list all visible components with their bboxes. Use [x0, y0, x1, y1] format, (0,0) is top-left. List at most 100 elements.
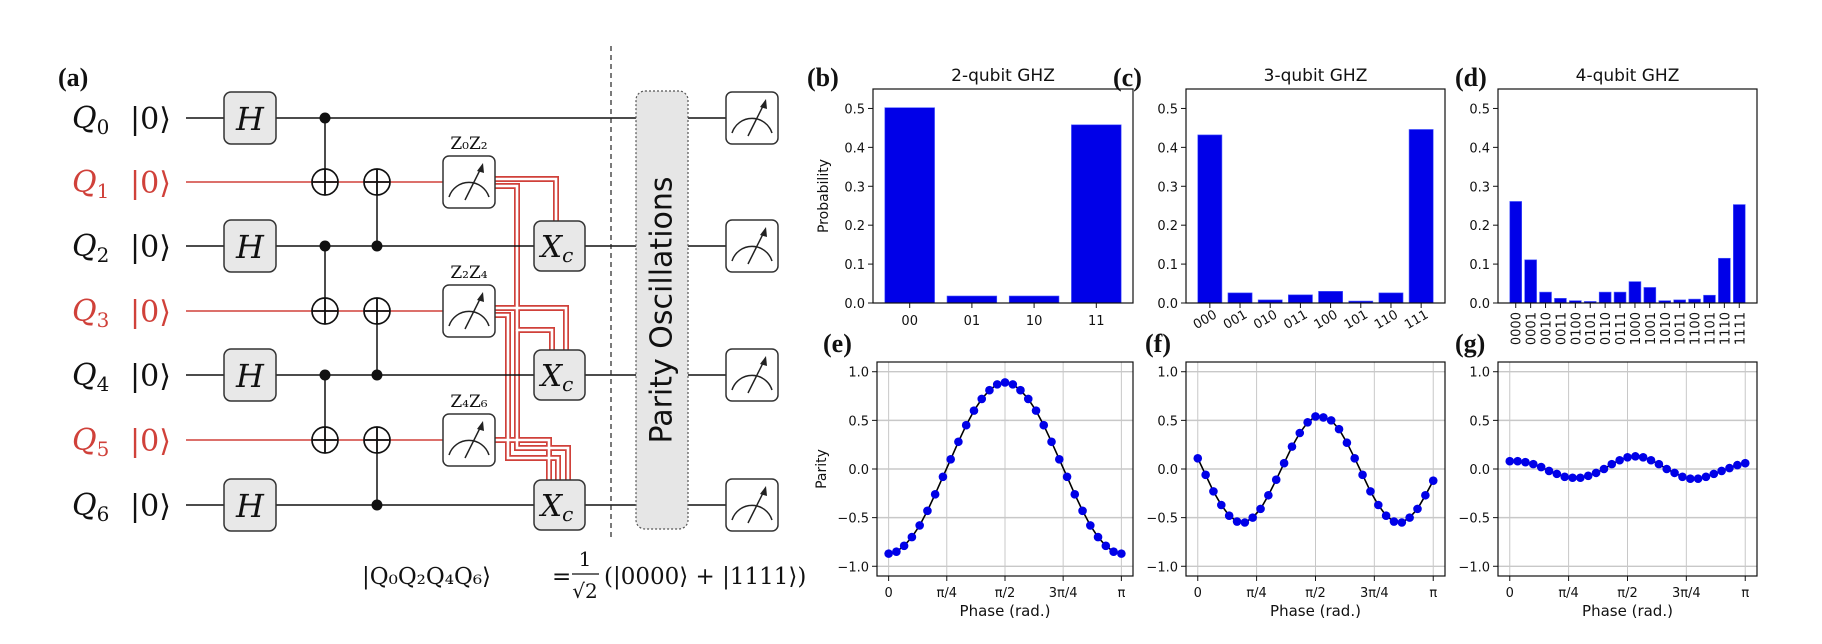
- data-point: [1366, 487, 1375, 496]
- qubit-name: Q: [72, 229, 97, 264]
- bar: [884, 107, 935, 304]
- parity-oscillations-box: [635, 90, 689, 530]
- x-tick-label: π: [1429, 586, 1437, 601]
- data-point: [923, 506, 932, 516]
- data-point: [1303, 418, 1312, 427]
- bar: [1408, 129, 1434, 304]
- y-tick-label: −0.5: [1458, 512, 1490, 527]
- qubit-name: Q: [72, 294, 97, 329]
- data-point: [899, 541, 909, 551]
- x-tick-label: 0011: [1554, 312, 1569, 345]
- data-point: [1631, 452, 1640, 461]
- chart-e: (e) 0 π/4 π/2 3π/4 π Phase (rad.) −1.0 −0.5 0.0 0.…: [814, 329, 1134, 620]
- data-point: [1240, 518, 1250, 527]
- chart-c: (c) 000 001 010 011 100 101 110 111 0.0 0.1 0.2 0.3 0…: [1113, 63, 1446, 333]
- data-point: [1670, 468, 1679, 478]
- qubit-name: Q: [72, 358, 97, 393]
- data-point: [1256, 504, 1265, 514]
- gate-label: Xc: [539, 359, 574, 396]
- control-dot: [371, 240, 383, 252]
- data-point: [1023, 394, 1033, 404]
- gate-label-sub: c: [562, 372, 573, 396]
- meter-needle: [747, 231, 765, 265]
- correction-gate: Xc: [533, 220, 586, 272]
- x-tick-label: 0110: [1599, 312, 1614, 345]
- data-point: [985, 385, 994, 395]
- x-axis-label: Phase (rad.): [1582, 602, 1673, 620]
- x-tick-label: π/2: [1305, 586, 1325, 601]
- x-tick-label: 010: [1251, 307, 1280, 332]
- classical-wire-inner: [515, 330, 570, 480]
- x-tick-label: 01: [964, 314, 981, 329]
- data-point: [1374, 500, 1383, 510]
- data-point: [1725, 463, 1734, 473]
- qubit-index: 2: [97, 243, 110, 267]
- meter-arc: [448, 439, 490, 456]
- data-point: [1319, 413, 1328, 422]
- data-point: [1201, 470, 1210, 480]
- qubit-initial-state: |0⟩: [130, 489, 171, 524]
- qubit-row-Q5: Q5 |0⟩: [72, 423, 443, 461]
- data-point: [1607, 459, 1617, 469]
- x-tick-label: π: [1117, 586, 1125, 601]
- y-tick-label: −1.0: [837, 560, 869, 575]
- ghz-state-formula: |Q₀Q₂Q₄Q₆⟩ = 1 √2 (|0000⟩ + |1111⟩): [362, 547, 806, 603]
- y-tick-label: 0.4: [844, 141, 865, 156]
- formula-lhs: |Q₀Q₂Q₄Q₆⟩: [362, 564, 491, 590]
- data-point: [1615, 455, 1624, 465]
- data-point: [954, 437, 963, 447]
- x-tick-label: 1101: [1703, 312, 1718, 345]
- meter-arrowhead: [477, 421, 484, 431]
- bar: [1524, 259, 1537, 304]
- x-tick-label: 10: [1026, 314, 1043, 329]
- panel-label: (g): [1455, 329, 1485, 358]
- x-tick-label: 1010: [1659, 312, 1674, 345]
- y-tick-label: 0.2: [844, 219, 865, 234]
- correction-gate: Xc: [533, 349, 586, 401]
- classical-wires: [495, 176, 571, 480]
- x-tick-label: 3π/4: [1360, 586, 1389, 601]
- panel-label: (e): [823, 329, 852, 358]
- data-point: [992, 380, 1002, 389]
- bar: [1071, 124, 1122, 304]
- data-point: [1646, 455, 1656, 465]
- data-point: [1070, 489, 1080, 499]
- data-point: [1528, 459, 1538, 469]
- meter-arrowhead: [760, 486, 767, 496]
- x-tick-label: 1100: [1689, 312, 1704, 345]
- cnot-gate: [363, 426, 391, 511]
- x-tick-label: π/4: [937, 586, 957, 601]
- data-point: [1193, 454, 1203, 463]
- qubit-index: 3: [97, 308, 110, 332]
- bar: [1598, 291, 1612, 304]
- x-tick-label: 0101: [1584, 312, 1599, 345]
- meter-needle: [464, 296, 482, 330]
- meter-needle: [747, 360, 765, 394]
- y-tick-label: 1.0: [1157, 366, 1178, 381]
- data-point: [1342, 438, 1352, 448]
- qubit-row-Q2: Q2 |0⟩ H: [72, 219, 779, 273]
- qubit-initial-state: |0⟩: [130, 166, 171, 201]
- data-point: [1686, 474, 1695, 484]
- y-tick-label: 0.0: [1469, 297, 1490, 312]
- bar: [1008, 295, 1060, 304]
- data-point: [1662, 464, 1671, 474]
- meter-needle: [464, 167, 482, 201]
- bar: [1227, 292, 1253, 304]
- data-point: [1008, 380, 1018, 389]
- y-tick-label: 0.5: [844, 102, 865, 117]
- chart-f: (f) 0 π/4 π/2 3π/4 π Phase (rad.) −1.0 −0.5 0.0 0.…: [1145, 329, 1446, 620]
- qubit-initial-state: |0⟩: [130, 230, 171, 265]
- y-tick-label: 0.5: [1157, 414, 1178, 429]
- data-point: [1599, 464, 1609, 474]
- formula-equals: =: [552, 564, 571, 590]
- data-point: [1568, 473, 1577, 483]
- control-dot: [319, 112, 331, 124]
- gate-box: [533, 220, 586, 272]
- y-tick-label: −0.5: [837, 512, 869, 527]
- data-point: [1287, 442, 1297, 451]
- data-point: [1078, 506, 1087, 516]
- data-point: [1678, 472, 1687, 482]
- x-tick-label: 011: [1281, 307, 1310, 332]
- data-point: [977, 394, 987, 404]
